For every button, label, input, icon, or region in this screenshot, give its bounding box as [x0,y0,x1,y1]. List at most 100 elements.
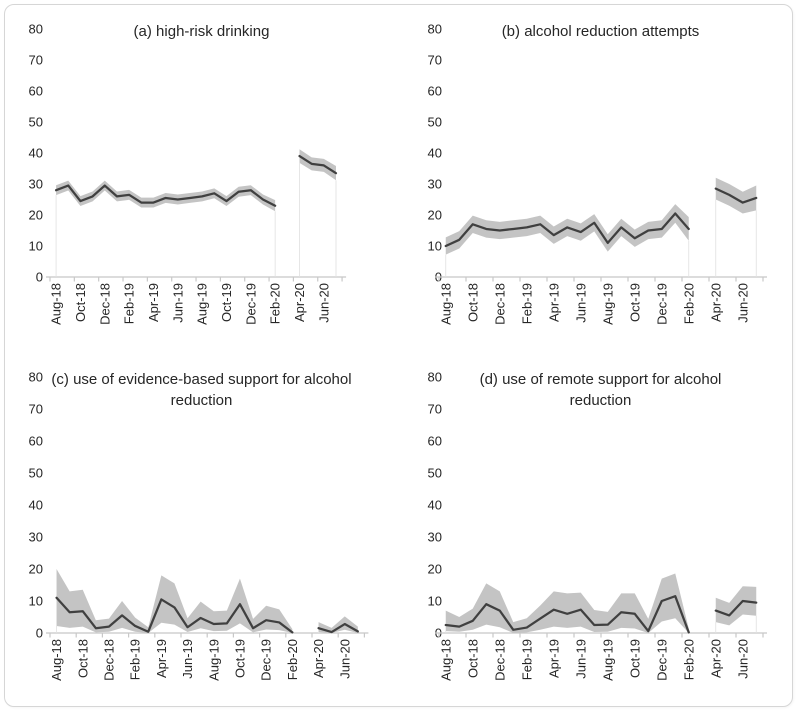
y-tick-label: 20 [29,208,43,223]
trend-line [714,187,758,204]
y-tick-label: 40 [428,498,442,513]
y-tick-label: 50 [428,115,442,130]
ci-band [715,586,757,626]
x-tick-label: Oct-19 [219,283,234,322]
chart-panel-b: 0 10 20 30 40 50 60 70 80 Aug-18 Oct-18 Dec-18 Feb-1… [399,0,798,355]
y-tick-label: 10 [428,594,442,609]
y-tick-label: 60 [428,434,442,449]
x-tick-label: Dec-18 [492,639,507,681]
x-tick-label: Dec-19 [259,639,274,681]
x-tick-label: Feb-19 [519,283,534,324]
chart-panel-a: 0 10 20 30 40 50 60 70 80 Aug-18 Oct-18 Dec-18 Feb-1… [0,0,399,355]
x-tick-label: Oct-19 [627,639,642,678]
trend-line [444,212,690,248]
x-tick-label: Apr-19 [154,639,169,678]
y-tick-label: 70 [428,402,442,417]
trend-line [55,596,294,634]
x-tick-label: Dec-19 [654,283,669,325]
x-tick-label: Dec-18 [492,283,507,325]
x-tick-label: Jun-20 [735,639,750,679]
y-tick-label: 80 [428,22,442,37]
x-tick-label: Feb-20 [268,283,283,324]
y-tick-label: 40 [29,146,43,161]
y-tick-label: 80 [29,22,43,37]
x-tick-label: Feb-20 [681,283,696,324]
chart-title-d: (d) use of remote support for alcohol re… [479,371,722,409]
ci-band [445,573,689,633]
x-tick-label: Oct-19 [232,639,247,678]
x-tick-label: Oct-18 [75,639,90,678]
y-tick-label: 10 [428,239,442,254]
ci-band [56,569,293,633]
x-tick-label: Dec-18 [97,283,112,325]
x-tick-label: Oct-18 [465,283,480,322]
x-tick-label: Jun-20 [337,639,352,679]
y-tick-label: 30 [29,530,43,545]
x-tick-label: Feb-19 [122,283,137,324]
chart-panel-d: 0 10 20 30 40 50 60 70 80 Aug-18 Oct-18 Dec-18 Feb-1… [399,356,798,711]
chart-title-c: (c) use of evidence-based support for al… [51,371,352,409]
x-tick-label: Apr-20 [708,639,723,678]
y-tick-label: 30 [428,530,442,545]
x-tick-label: Aug-19 [600,283,615,325]
x-tick-label: Apr-19 [546,283,561,322]
x-tick-label: Oct-18 [465,639,480,678]
x-tick-label: Aug-18 [49,283,64,325]
x-tick-label: Jun-20 [735,283,750,323]
ci-band [318,616,358,633]
y-tick-label: 30 [428,177,442,192]
y-tick-label: 70 [29,402,43,417]
ci-band [715,177,757,214]
x-tick-label: Aug-19 [206,639,221,681]
x-tick-label: Aug-18 [438,283,453,325]
trend-line [714,599,758,617]
x-tick-label: Feb-20 [285,639,300,680]
y-tick-label: 50 [29,466,43,481]
y-tick-label: 20 [428,562,442,577]
x-tick-label: Feb-20 [681,639,696,680]
x-tick-label: Jun-20 [316,283,331,323]
ci-band [445,204,689,255]
x-tick-label: Apr-19 [546,639,561,678]
x-tick-label: Jun-19 [573,283,588,323]
y-tick-label: 50 [29,115,43,130]
x-tick-label: Apr-19 [146,283,161,322]
y-tick-label: 80 [428,370,442,385]
trend-line [444,595,690,634]
x-tick-label: Jun-19 [180,639,195,679]
x-tick-label: Jun-19 [573,639,588,679]
x-tick-label: Aug-18 [438,639,453,681]
y-tick-label: 20 [29,562,43,577]
chart-panel-c: 0 10 20 30 40 50 60 70 80 Aug-18 Oct-18 Dec-18 Feb-1… [0,356,399,711]
y-tick-label: 0 [36,626,43,641]
x-tick-label: Aug-19 [195,283,210,325]
y-tick-label: 80 [29,370,43,385]
y-tick-label: 10 [29,594,43,609]
y-tick-label: 40 [428,146,442,161]
x-tick-label: Apr-20 [292,283,307,322]
y-tick-label: 20 [428,208,442,223]
x-tick-label: Feb-19 [519,639,534,680]
chart-title-a: (a) high-risk drinking [133,23,270,40]
x-tick-label: Dec-19 [243,283,258,325]
y-tick-label: 70 [29,53,43,68]
x-tick-label: Apr-20 [311,639,326,678]
y-tick-label: 60 [29,84,43,99]
x-tick-label: Aug-18 [49,639,64,681]
x-tick-label: Feb-19 [128,639,143,680]
chart-plot-c: 0 10 20 30 40 50 60 70 80 Aug-18 Oct-18 Dec-18 Feb-1… [29,370,369,681]
x-tick-label: Jun-19 [170,283,185,323]
y-tick-label: 70 [428,53,442,68]
y-tick-label: 10 [29,239,43,254]
chart-plot-a: 0 10 20 30 40 50 60 70 80 Aug-18 Oct-18 Dec-18 Feb-1… [29,22,347,325]
x-tick-label: Apr-20 [708,283,723,322]
y-tick-label: 40 [29,498,43,513]
x-tick-label: Dec-19 [654,639,669,681]
y-tick-label: 60 [428,84,442,99]
trend-line [54,184,277,207]
y-tick-label: 60 [29,434,43,449]
y-tick-label: 0 [36,270,43,285]
x-tick-label: Aug-19 [600,639,615,681]
